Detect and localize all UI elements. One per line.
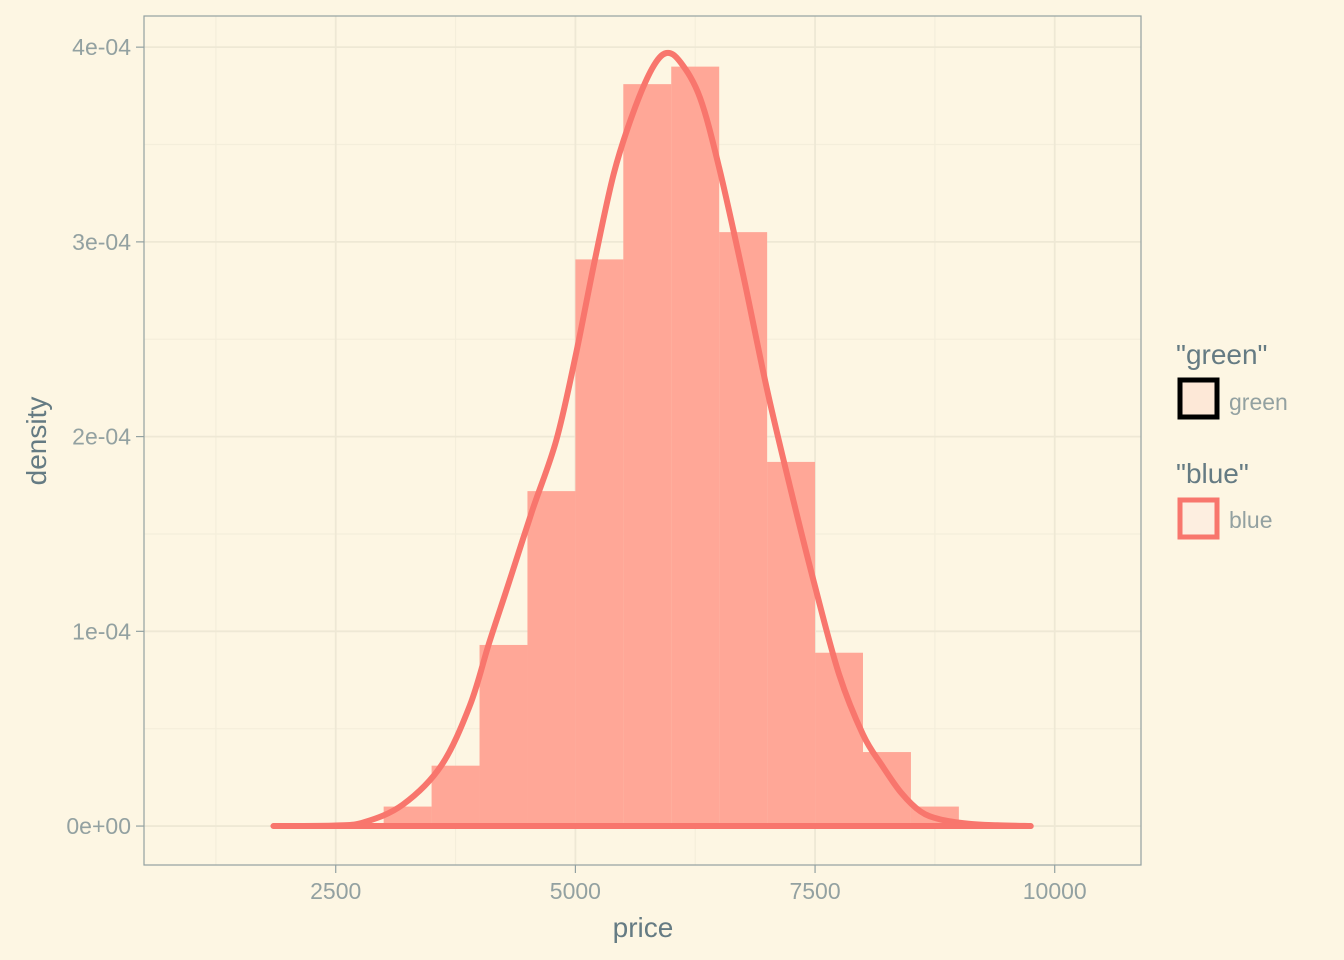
legend-title-blue: "blue" — [1176, 458, 1249, 489]
histogram-bar-blue — [575, 259, 624, 827]
y-tick-label: 0e+00 — [66, 813, 131, 839]
x-tick-label: 5000 — [550, 878, 601, 904]
density-curve-layer — [270, 49, 1034, 830]
legend-label-green: green — [1229, 389, 1288, 415]
legend-title-green: "green" — [1176, 339, 1268, 370]
histogram-bar-blue — [719, 232, 768, 827]
density-curve-blue — [270, 49, 1034, 830]
histogram-bar-blue — [479, 644, 528, 827]
y-tick-label: 1e-04 — [72, 618, 131, 644]
legend-key-green — [1177, 377, 1220, 420]
y-tick-label: 3e-04 — [72, 229, 131, 255]
x-axis-title: price — [613, 912, 674, 943]
x-tick-label: 10000 — [1023, 878, 1087, 904]
legend-key-blue — [1177, 497, 1220, 540]
legend-group-green: "green" green — [1176, 339, 1288, 420]
x-tick-label: 7500 — [789, 878, 840, 904]
legend-group-blue: "blue" blue — [1176, 458, 1272, 540]
x-tick-label: 2500 — [310, 878, 361, 904]
histogram-bar-blue — [527, 491, 576, 827]
legend-label-blue: blue — [1229, 507, 1272, 533]
histogram-bar-blue — [767, 461, 816, 827]
blue-histogram-bars — [383, 66, 959, 827]
axes: 2500 5000 7500 10000 0e+00 1e-04 2e-04 3e-04 4e-… — [66, 34, 1086, 904]
y-tick-label: 2e-04 — [72, 424, 131, 450]
histogram-bar-blue — [431, 765, 480, 827]
legend: "green" green "blue" blue — [1176, 339, 1288, 540]
histogram-bar-blue — [671, 66, 720, 827]
panel-border — [143, 15, 1142, 866]
y-tick-label: 4e-04 — [72, 34, 131, 60]
histogram-bar-blue — [862, 752, 911, 827]
y-axis-title: density — [21, 397, 52, 486]
histogram-bar-blue — [623, 84, 672, 827]
